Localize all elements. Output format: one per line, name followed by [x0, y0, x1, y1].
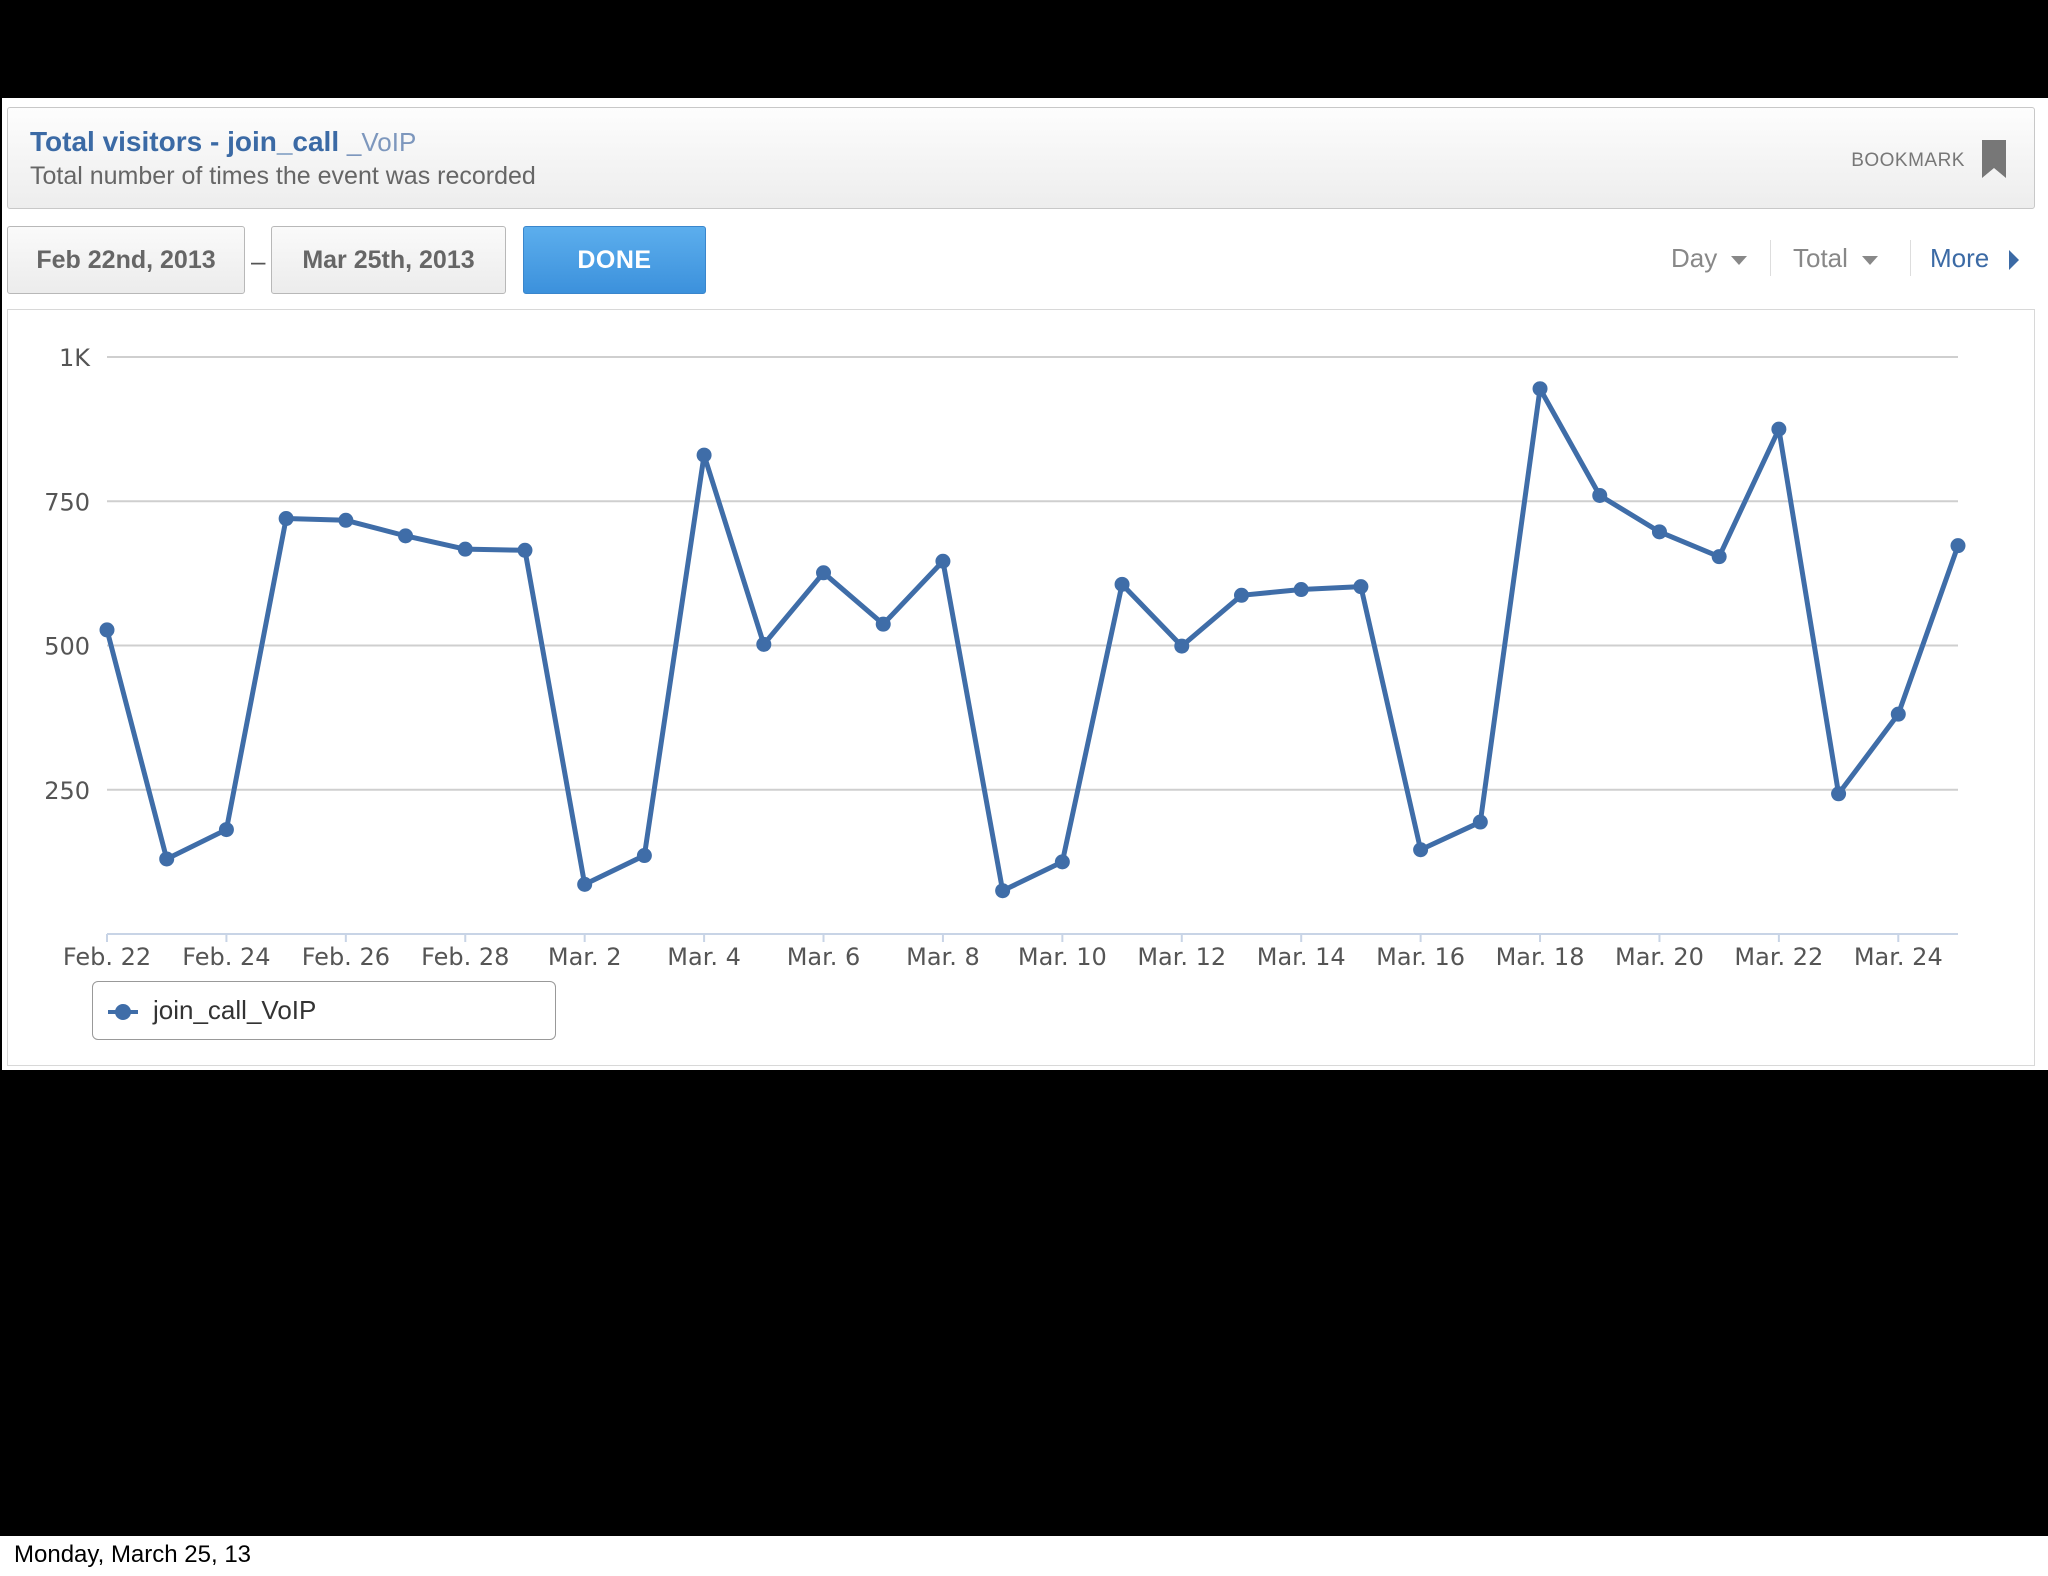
left-border: [0, 98, 2, 1070]
x-tick-label: Mar. 4: [667, 943, 741, 971]
x-tick-label: Feb. 24: [182, 943, 270, 971]
data-point: [1114, 576, 1130, 592]
data-point: [816, 565, 832, 581]
end-date-field[interactable]: Mar 25th, 2013: [271, 226, 506, 294]
data-point: [636, 848, 652, 864]
more-button[interactable]: More: [1930, 243, 2020, 274]
x-tick-label: Mar. 8: [906, 943, 980, 971]
data-point: [1592, 487, 1608, 503]
y-tick-label: 250: [44, 777, 90, 805]
line-chart: 250 500 750 1K Feb. 22 Feb. 24 Feb. 26 Feb. 28 M…: [44, 344, 1966, 971]
data-point: [99, 622, 115, 638]
series-line: [104, 386, 1961, 894]
legend-label: join_call_VoIP: [153, 995, 317, 1025]
data-point: [1054, 854, 1070, 870]
data-point: [1890, 706, 1906, 722]
data-point: [1950, 538, 1966, 554]
report-title: Total visitors - join_call _VoIP: [30, 126, 416, 158]
start-date-field[interactable]: Feb 22nd, 2013: [7, 226, 245, 294]
report-header: [7, 107, 2035, 209]
x-tick-label: Feb. 26: [302, 943, 390, 971]
bookmark-icon[interactable]: [1980, 140, 2008, 180]
data-point: [1711, 549, 1727, 565]
data-point: [1233, 587, 1249, 603]
data-point: [696, 447, 712, 463]
data-point: [457, 541, 473, 557]
data-point: [577, 876, 593, 892]
y-tick-label: 1K: [59, 344, 91, 372]
data-point: [995, 883, 1011, 899]
x-tick-label: Mar. 6: [787, 943, 861, 971]
x-tick-label: Mar. 18: [1496, 943, 1585, 971]
footer-date: Monday, March 25, 13: [14, 1541, 252, 1568]
x-tick-label: Mar. 12: [1137, 943, 1226, 971]
top-letterbox: [0, 0, 2048, 98]
interval-select-value: Day: [1671, 243, 1718, 273]
chart-legend[interactable]: join_call_VoIP: [92, 981, 556, 1040]
y-tick-label: 750: [44, 488, 90, 516]
report-subtitle: Total number of times the event was reco…: [30, 162, 536, 190]
data-point: [1771, 421, 1787, 437]
chevron-down-icon: [1861, 255, 1878, 265]
data-point: [1174, 638, 1190, 654]
data-point: [517, 542, 533, 558]
legend-dot-marker: [115, 1004, 131, 1020]
chevron-right-icon: [2009, 250, 2020, 271]
data-point: [218, 822, 234, 838]
x-tick-label: Mar. 14: [1257, 943, 1346, 971]
measure-select-value: Total: [1793, 243, 1848, 273]
data-point: [1353, 579, 1369, 595]
report-title-suffix: _VoIP: [346, 127, 417, 157]
data-point: [1413, 842, 1429, 858]
data-point: [159, 851, 175, 867]
data-point: [875, 616, 891, 632]
done-button[interactable]: DONE: [523, 226, 706, 294]
data-point: [1472, 814, 1488, 830]
data-point: [756, 636, 772, 652]
x-tick-label: Mar. 22: [1734, 943, 1823, 971]
data-point: [935, 553, 951, 569]
bookmark-button[interactable]: BOOKMARK: [1851, 150, 1965, 171]
more-label: More: [1930, 243, 1990, 273]
data-point: [398, 528, 414, 544]
data-point: [278, 511, 294, 527]
toolbar-divider: [1910, 240, 1911, 276]
data-point: [1651, 524, 1667, 540]
date-range-separator: –: [251, 246, 266, 276]
chevron-down-icon: [1731, 255, 1748, 265]
data-point: [1532, 381, 1548, 397]
data-point: [1293, 582, 1309, 598]
x-tick-label: Mar. 16: [1376, 943, 1465, 971]
report-title-main: Total visitors - join_call: [30, 126, 340, 157]
x-tick-label: Mar. 24: [1854, 943, 1943, 971]
data-point: [338, 512, 354, 528]
bottom-letterbox: [0, 1070, 2048, 1536]
x-tick-label: Mar. 20: [1615, 943, 1704, 971]
x-tick-label: Feb. 22: [63, 943, 151, 971]
data-point: [1831, 786, 1847, 802]
interval-select[interactable]: Day: [1671, 243, 1748, 274]
y-tick-label: 500: [44, 633, 90, 661]
x-tick-label: Mar. 10: [1018, 943, 1107, 971]
toolbar-divider: [1770, 240, 1771, 276]
x-tick-label: Feb. 28: [421, 943, 509, 971]
measure-select[interactable]: Total: [1793, 243, 1878, 274]
x-tick-label: Mar. 2: [548, 943, 622, 971]
